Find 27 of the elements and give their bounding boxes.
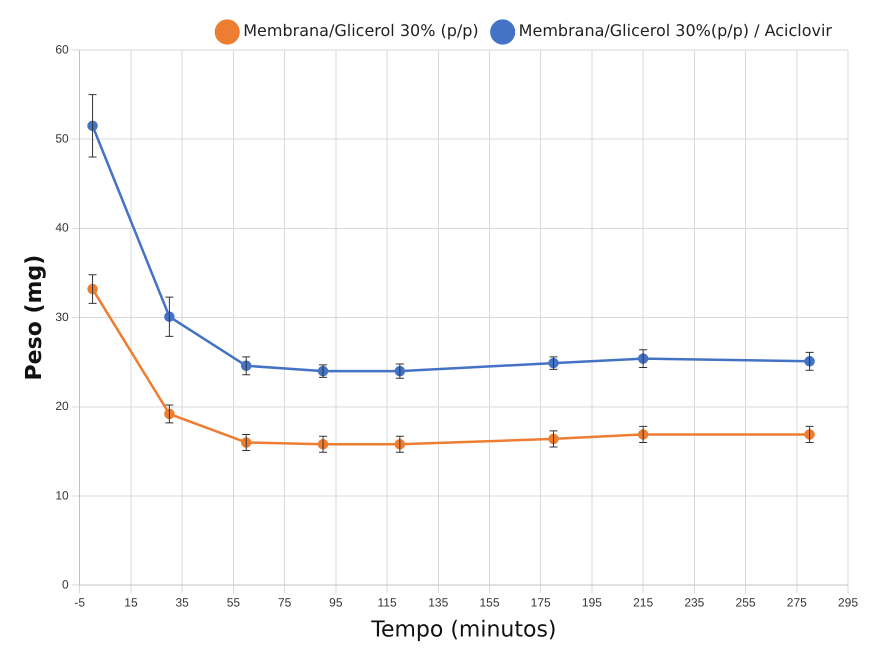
x-axis-title: Tempo (minutos) [370, 618, 556, 643]
x-tick-label: 115 [377, 596, 397, 610]
y-tick-label: 50 [55, 132, 70, 146]
x-tick-label: 195 [582, 596, 602, 610]
y-tick-label: 10 [55, 488, 70, 502]
x-tick-label: 135 [428, 596, 449, 610]
x-tick-label: 75 [278, 596, 292, 610]
x-tick-label: 235 [684, 596, 705, 610]
y-tick-label: 0 [62, 578, 70, 592]
x-tick-label: 175 [530, 596, 552, 610]
x-tick-label: 35 [176, 596, 190, 610]
y-tick-label: 40 [55, 220, 70, 235]
x-tick-label: 295 [838, 596, 858, 610]
y-tick-label: 20 [55, 399, 70, 414]
x-tick-label: 215 [633, 596, 654, 610]
x-tick-label: -5 [74, 596, 86, 610]
y-axis-title: Peso (mg) [22, 254, 47, 380]
y-tick-label: 60 [55, 42, 70, 56]
y-tick-label: 30 [55, 310, 70, 324]
legend-label: Membrana/Glicerol 30% (p/p) [243, 21, 479, 40]
x-tick-label: 255 [736, 596, 756, 610]
x-tick-label: 15 [124, 596, 138, 610]
x-tick-label: 55 [226, 596, 240, 610]
x-tick-label: 155 [479, 596, 500, 610]
x-tick-label: 95 [329, 596, 343, 610]
x-tick-label: 275 [786, 596, 808, 610]
legend-label: Membrana/Glicerol 30%(p/p) / Aciclovir [518, 21, 832, 40]
